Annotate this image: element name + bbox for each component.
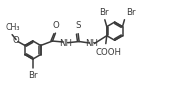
Text: COOH: COOH xyxy=(96,48,122,57)
Text: O: O xyxy=(13,36,19,45)
Text: NH: NH xyxy=(86,39,98,48)
Text: Br: Br xyxy=(99,8,109,17)
Text: NH: NH xyxy=(59,39,72,48)
Text: CH₃: CH₃ xyxy=(6,23,20,32)
Text: Br: Br xyxy=(28,71,37,80)
Text: O: O xyxy=(52,21,59,30)
Text: Br: Br xyxy=(126,8,136,17)
Text: S: S xyxy=(75,21,81,30)
